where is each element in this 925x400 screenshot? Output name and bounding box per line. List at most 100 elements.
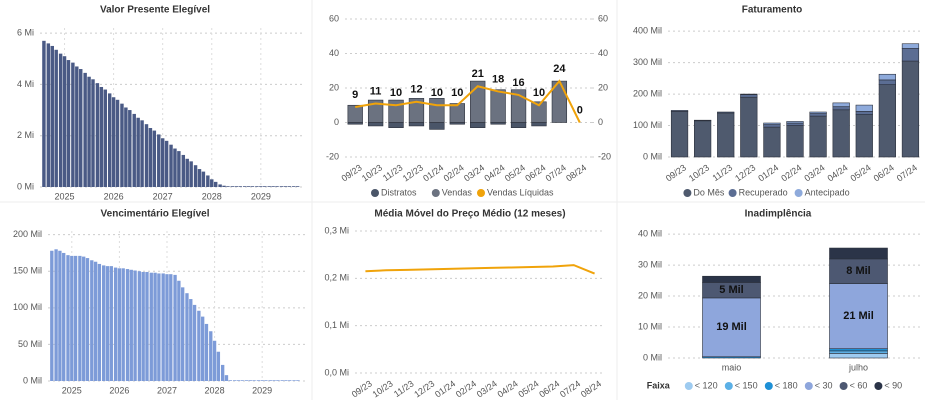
data-label: 10: [390, 87, 402, 99]
legend-label: Vendas Líquidas: [487, 187, 554, 197]
bar: [181, 287, 185, 381]
y-tick-label: 0,2 Mi: [324, 273, 349, 283]
bar: [210, 179, 214, 187]
y-tick-label: 0,1 Mi: [324, 320, 349, 330]
bar-segment: [408, 98, 425, 123]
line: [355, 79, 581, 123]
bar: [115, 99, 120, 187]
bar-segment: [829, 258, 888, 284]
bar: [275, 186, 279, 187]
bar-segment: [347, 104, 363, 123]
bar: [82, 256, 86, 381]
bar: [153, 272, 157, 381]
bar: [75, 66, 79, 187]
bar-segment: [470, 80, 486, 123]
bar: [102, 265, 106, 381]
data-label: 16: [512, 77, 524, 89]
bar-segment: [855, 111, 873, 115]
bar: [220, 364, 225, 381]
legend-label: < 90: [884, 380, 902, 390]
legend-label: < 60: [850, 380, 868, 390]
bar: [83, 72, 87, 187]
chart-title: Média Móvel do Preço Médio (12 meses): [374, 209, 565, 220]
bar: [212, 340, 217, 381]
bar-segment: [901, 60, 920, 158]
y-tick-label: 0 Mil: [643, 352, 662, 362]
bar-segment: [510, 122, 527, 128]
bar: [136, 117, 140, 187]
bar: [255, 186, 259, 187]
bar: [230, 186, 235, 187]
bar-segment: [809, 113, 827, 117]
y-tick-label: 50 Mil: [18, 339, 42, 349]
bar: [250, 186, 255, 187]
line: [365, 264, 595, 275]
bar: [189, 299, 193, 381]
bar: [160, 138, 165, 187]
x-tick-label: 2027: [153, 191, 173, 201]
bar: [157, 273, 161, 381]
bar: [256, 380, 261, 381]
bar: [50, 250, 54, 381]
bar-segment: [717, 111, 735, 114]
bar: [272, 380, 276, 381]
bar: [226, 186, 230, 187]
bar: [260, 380, 264, 381]
y-tick-label: 20 Mil: [638, 290, 662, 300]
x-tick-label: 2029: [251, 191, 271, 201]
bar-segment: [429, 98, 445, 123]
bar: [103, 89, 107, 187]
bar-segment: [901, 43, 920, 49]
bar: [181, 154, 186, 187]
bar: [204, 323, 209, 381]
bar-segment: [740, 94, 758, 98]
bar: [236, 380, 241, 381]
legend-label: Vendas: [442, 187, 473, 197]
bar: [177, 151, 181, 187]
bar: [252, 380, 256, 381]
bar: [107, 93, 112, 187]
bar-segment: [763, 124, 781, 128]
bar: [157, 134, 161, 187]
bar: [192, 304, 197, 381]
bar: [66, 255, 70, 381]
bar: [152, 130, 157, 187]
x-tick-label: 2026: [104, 191, 124, 201]
legend-marker: [431, 189, 440, 197]
bar: [97, 263, 102, 381]
bar: [189, 161, 193, 187]
legend-marker: [724, 382, 733, 390]
y-tick-label: 0: [334, 117, 339, 127]
bar: [279, 186, 284, 187]
bar: [280, 380, 284, 381]
bar: [164, 140, 169, 187]
y-tick-label: 10 Mil: [638, 321, 662, 331]
bar: [264, 380, 268, 381]
bar-segment: [829, 348, 888, 352]
legend-label: Antecipado: [805, 187, 850, 197]
legend-title: Faixa: [647, 380, 671, 390]
y-tick-label: 400 Mil: [633, 26, 662, 36]
legend-label: < 30: [815, 380, 833, 390]
y2-tick-label: 40: [598, 48, 608, 58]
bar-segment: [878, 73, 896, 81]
x-tick-label: 2025: [55, 191, 75, 201]
bar: [145, 271, 149, 381]
bar: [105, 266, 110, 381]
bar-segment: [408, 122, 425, 127]
bar-segment: [786, 121, 804, 124]
bar: [185, 158, 189, 187]
x-tick-label: 2028: [202, 191, 222, 201]
bar: [141, 271, 145, 381]
bar-segment: [829, 353, 888, 359]
bar: [62, 56, 67, 187]
bar-segment: [878, 79, 896, 85]
bar-segment: [855, 114, 873, 158]
legend-marker: [477, 189, 485, 197]
bar-segment: [901, 48, 920, 62]
bar: [213, 181, 218, 187]
bar-segment: [832, 106, 850, 111]
bar: [54, 249, 58, 381]
bar: [149, 272, 153, 381]
bar-segment: [531, 101, 547, 123]
